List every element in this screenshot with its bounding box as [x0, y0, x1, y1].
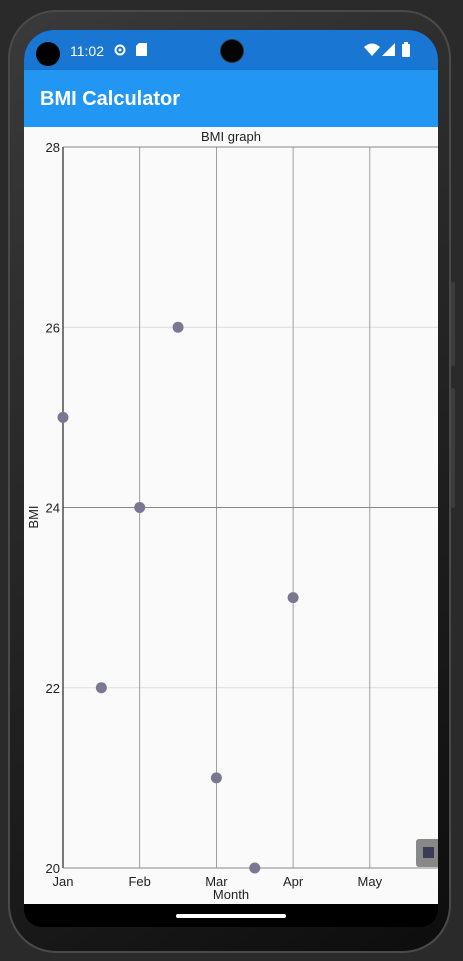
- x-tick-label: Jan: [53, 874, 74, 889]
- screen: 11:02 BMI Calculator BMI graph BMI Month: [24, 30, 438, 927]
- front-camera: [220, 39, 244, 63]
- data-point: [249, 862, 261, 874]
- data-point: [287, 592, 299, 604]
- x-axis-label: Month: [213, 887, 249, 902]
- data-point: [57, 411, 69, 423]
- y-tick-label: 22: [46, 681, 60, 696]
- stop-button[interactable]: [416, 839, 438, 867]
- camera-cutout: [36, 42, 60, 66]
- chart-area: BMI graph BMI Month 20 22 24 26 28 Jan Feb Mar A…: [24, 127, 438, 904]
- x-tick-label: Apr: [283, 874, 304, 889]
- app-title: BMI Calculator: [40, 88, 181, 110]
- y-tick-label: 26: [46, 320, 60, 335]
- x-tick-label: May: [358, 874, 383, 889]
- y-tick-label: 28: [46, 140, 60, 155]
- y-tick-label: 24: [46, 501, 60, 516]
- x-tick-label: Feb: [128, 874, 150, 889]
- data-point: [95, 682, 107, 694]
- sd-card-icon: [136, 43, 147, 56]
- bmi-chart: BMI graph BMI Month 20 22 24 26 28 Jan Feb Mar A…: [26, 129, 438, 902]
- data-point: [172, 321, 184, 333]
- data-point: [134, 502, 146, 513]
- power-button: [451, 282, 455, 366]
- gear-icon: [114, 44, 126, 56]
- signal-icon: [382, 43, 395, 56]
- volume-button: [451, 388, 455, 508]
- status-time: 11:02: [70, 43, 104, 59]
- app-bar: BMI Calculator: [24, 70, 438, 127]
- data-point: [210, 772, 222, 784]
- wifi-icon: [364, 43, 380, 56]
- battery-icon: [402, 42, 410, 57]
- status-bar: 11:02: [24, 30, 438, 70]
- home-indicator[interactable]: [176, 914, 286, 918]
- chart-title: BMI graph: [201, 129, 261, 144]
- navigation-bar: [24, 904, 438, 927]
- x-tick-label: Mar: [205, 874, 228, 889]
- stop-icon: [423, 847, 434, 858]
- y-tick-label: 20: [46, 861, 60, 876]
- y-axis-label: BMI: [26, 505, 41, 528]
